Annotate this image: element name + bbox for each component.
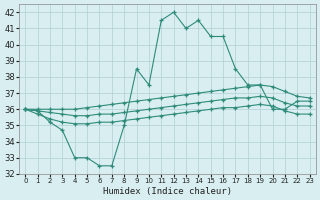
X-axis label: Humidex (Indice chaleur): Humidex (Indice chaleur)	[103, 187, 232, 196]
